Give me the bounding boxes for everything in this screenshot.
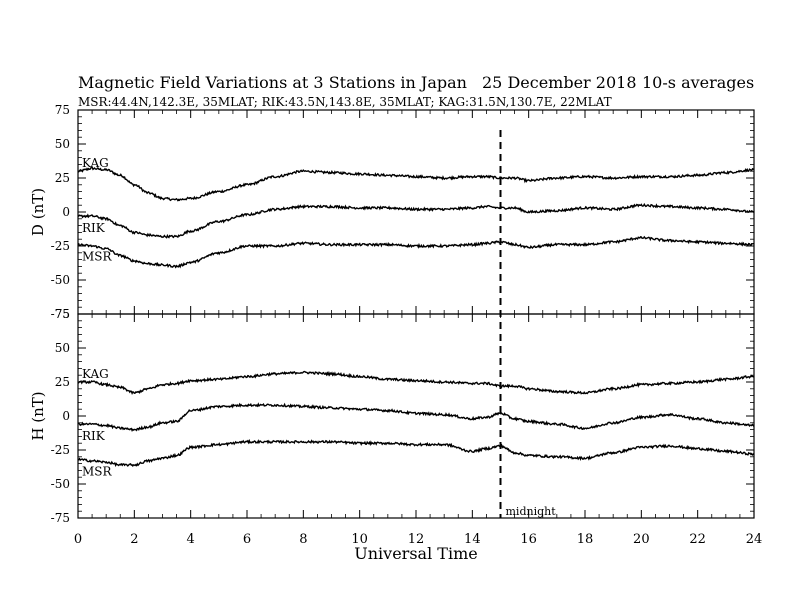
series-line-rik xyxy=(77,402,755,433)
x-tick-label: 4 xyxy=(187,532,195,547)
x-tick-label: 20 xyxy=(633,532,650,547)
series-label-msr: MSR xyxy=(82,250,113,264)
series-label-rik: RIK xyxy=(82,429,106,443)
chart-date: 25 December 2018 xyxy=(482,73,637,92)
x-tick-label: 0 xyxy=(74,532,82,547)
x-tick-label: 2 xyxy=(130,532,138,547)
x-axis-label: Universal Time xyxy=(354,544,477,563)
y-tick-label: 0 xyxy=(62,205,70,219)
y-tick-label: 25 xyxy=(55,171,70,185)
y-tick-label: 25 xyxy=(55,375,70,389)
series-line-msr xyxy=(77,235,755,269)
x-tick-label: 8 xyxy=(299,532,307,547)
y-tick-label: 50 xyxy=(55,341,70,355)
y-tick-label: 75 xyxy=(55,103,70,117)
x-tick-label: 24 xyxy=(746,532,763,547)
panel-frame xyxy=(77,109,755,315)
y-tick-label: -75 xyxy=(51,511,70,525)
x-tick-label: 10 xyxy=(351,532,368,547)
series-line-kag xyxy=(77,370,755,396)
y-tick-label: 75 xyxy=(55,307,70,321)
y-tick-label: 50 xyxy=(55,137,70,151)
y-tick-label: 0 xyxy=(62,409,70,423)
series-line-msr xyxy=(78,438,755,468)
series-line-kag xyxy=(77,167,755,202)
x-tick-label: 12 xyxy=(408,532,425,547)
y-tick-label: -25 xyxy=(51,239,70,253)
x-tick-label: 14 xyxy=(464,532,481,547)
x-tick-label: 18 xyxy=(577,532,594,547)
x-tick-label: 6 xyxy=(243,532,251,547)
midnight-label: midnight xyxy=(506,505,557,518)
chart-title: Magnetic Field Variations at 3 Stations … xyxy=(78,73,467,92)
chart-averages: 10-s averages xyxy=(642,73,755,92)
station-info: MSR:44.4N,142.3E, 35MLAT; RIK:43.5N,143.… xyxy=(78,95,612,109)
series-label-kag: KAG xyxy=(82,156,109,170)
series-line-rik xyxy=(77,202,755,239)
y-axis-label: H (nT) xyxy=(29,391,47,440)
x-tick-label: 16 xyxy=(520,532,537,547)
series-label-rik: RIK xyxy=(82,221,106,235)
y-tick-label: -75 xyxy=(51,307,70,321)
y-tick-label: -25 xyxy=(51,443,70,457)
y-axis-label: D (nT) xyxy=(29,188,47,236)
series-label-msr: MSR xyxy=(82,465,113,479)
y-tick-label: -50 xyxy=(51,477,70,491)
y-tick-label: -50 xyxy=(51,273,70,287)
series-label-kag: KAG xyxy=(82,367,109,381)
x-tick-label: 22 xyxy=(689,532,706,547)
